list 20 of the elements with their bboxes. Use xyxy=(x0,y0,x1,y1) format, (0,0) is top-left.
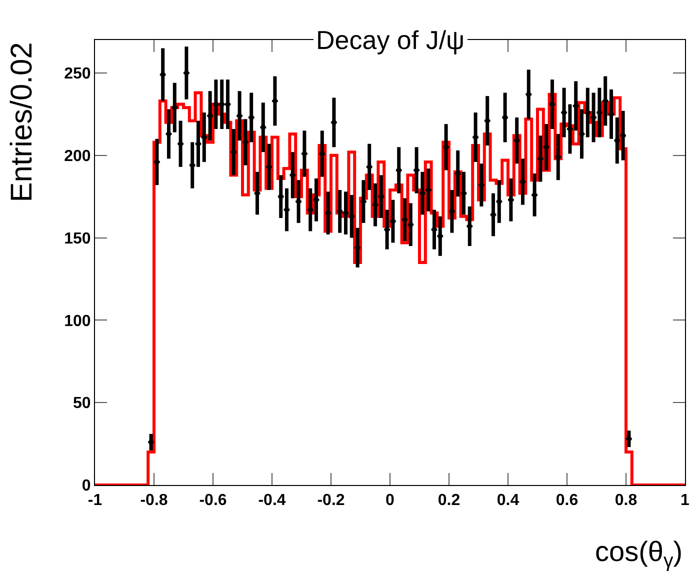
y-tick-label: 200 xyxy=(64,148,91,165)
x-tick-label: 0.2 xyxy=(438,492,460,510)
x-tick-label: 0.8 xyxy=(614,492,638,510)
chart-title: Decay of J/ψ xyxy=(316,25,465,55)
x-tick-label: -0.6 xyxy=(199,492,227,510)
x-tick-label: -0.4 xyxy=(258,492,286,510)
y-tick-label: 0 xyxy=(82,478,91,495)
x-tick-label: 1 xyxy=(680,492,690,510)
y-tick-label: 250 xyxy=(64,66,91,83)
x-tick-label: 0.4 xyxy=(496,492,520,510)
x-tick-label: -1 xyxy=(88,492,102,510)
x-tick-label: -0.2 xyxy=(317,492,345,510)
x-tick-label: 0.6 xyxy=(556,492,578,510)
x-axis-title: cos(θ$_{γ}$) xyxy=(595,536,683,572)
x-tick-label: 0 xyxy=(386,492,395,510)
x-tick-label: -0.8 xyxy=(140,492,168,510)
y-axis-title: Entries/0.02 xyxy=(5,42,38,202)
y-tick-label: 150 xyxy=(64,230,91,248)
y-tick-label: 100 xyxy=(64,312,91,330)
y-tick-label: 50 xyxy=(73,395,91,412)
